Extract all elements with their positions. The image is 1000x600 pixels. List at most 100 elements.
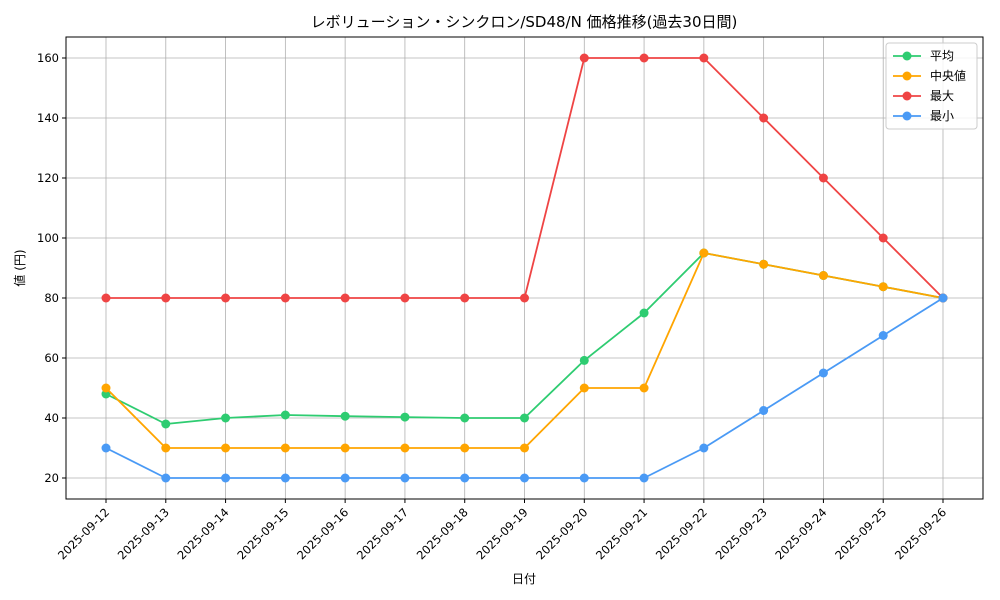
x-tick-label: 2025-09-15 [234,505,291,562]
series-1 [101,248,948,453]
data-point [759,113,769,123]
data-point [639,383,649,393]
legend-item: 最小 [893,109,954,123]
data-point [161,293,171,303]
y-axis-ticks: 20 40 60 80 100 120 140 160 [37,51,66,485]
data-point [818,271,828,280]
x-tick-label: 2025-09-13 [115,505,172,562]
data-point [340,443,350,453]
data-point [759,406,769,415]
data-point [460,473,470,483]
x-axis-ticks: 2025-09-12 2025-09-13 2025-09-14 2025-09-15… [55,499,949,562]
data-point [280,443,290,453]
data-point [101,293,111,303]
x-tick-label: 2025-09-16 [294,505,351,562]
y-tick-label: 80 [44,291,59,305]
data-point [639,53,649,63]
legend-swatch-marker [902,91,912,101]
data-point [161,443,171,453]
data-point [221,443,231,453]
data-point [579,473,589,483]
data-point [520,413,529,423]
data-point [400,473,410,483]
data-point [460,413,470,423]
legend-swatch-marker [902,111,912,121]
x-tick-label: 2025-09-24 [772,505,829,562]
legend-label: 中央値 [930,68,966,83]
data-point [101,443,111,453]
legend-label: 平均 [930,49,954,63]
data-point [818,173,828,183]
data-point [579,383,589,393]
data-point [579,53,589,63]
data-point [340,411,350,421]
legend-swatch-marker [902,51,912,61]
y-tick-label: 100 [37,231,59,245]
y-tick-label: 40 [44,411,59,425]
y-tick-label: 20 [44,471,59,485]
data-point [699,53,709,63]
data-point [878,233,888,243]
y-tick-label: 160 [37,51,59,65]
x-tick-label: 2025-09-12 [55,505,112,562]
data-point [400,443,410,453]
data-point [938,293,948,303]
x-tick-label: 2025-09-14 [175,505,232,562]
data-point [699,248,709,258]
data-point [280,410,290,420]
data-point [221,413,231,423]
data-point [221,293,231,303]
data-point [520,293,529,303]
data-point [579,355,589,365]
chart-title: レボリューション・シンクロン/SD48/N 価格推移(過去30日間) [311,13,738,31]
legend-label: 最小 [930,109,954,123]
legend-item: 平均 [893,49,954,63]
data-point [818,368,828,378]
y-tick-label: 120 [37,171,59,185]
data-point [340,473,350,483]
data-point [759,259,769,269]
series-2 [101,53,948,303]
x-tick-label: 2025-09-21 [593,505,650,562]
legend-item: 中央値 [893,68,966,83]
data-point [878,282,888,292]
y-axis-label: 値 (円) [12,249,27,286]
data-point [161,473,171,483]
x-tick-label: 2025-09-17 [354,505,411,562]
x-tick-label: 2025-09-22 [653,505,710,562]
x-axis-label: 日付 [512,572,536,586]
data-point [280,293,290,303]
data-point [699,443,709,453]
data-point [460,443,470,453]
data-point [878,331,888,340]
y-tick-label: 140 [37,111,59,125]
x-tick-label: 2025-09-18 [414,505,471,562]
series-3 [101,293,948,483]
data-point [280,473,290,483]
legend-box [885,42,978,130]
data-point [520,443,529,453]
legend-swatch-marker [902,71,912,81]
legend-item: 最大 [893,89,954,103]
series-lines [101,53,948,483]
data-point [460,293,470,303]
data-point [639,308,649,318]
data-point [639,473,649,483]
data-point [340,293,350,303]
y-tick-label: 60 [44,351,59,365]
data-point [101,383,111,393]
grid [66,37,983,499]
data-point [400,412,410,422]
x-tick-label: 2025-09-23 [713,505,770,562]
x-tick-label: 2025-09-20 [533,505,590,562]
x-tick-label: 2025-09-19 [473,505,530,562]
data-point [221,473,231,483]
data-point [520,473,529,483]
data-point [161,419,171,429]
legend-label: 最大 [930,89,954,103]
data-point [400,293,410,303]
x-tick-label: 2025-09-26 [892,505,949,562]
